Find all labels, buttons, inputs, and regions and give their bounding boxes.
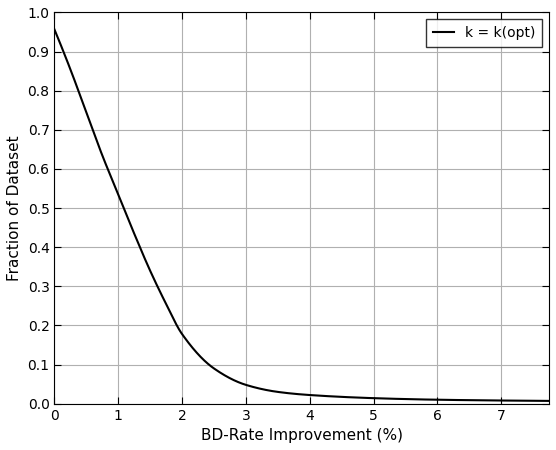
k = k(opt) xyxy=(440,397,447,403)
k = k(opt) xyxy=(76,91,83,97)
Y-axis label: Fraction of Dataset: Fraction of Dataset xyxy=(7,135,22,281)
Legend: k = k(opt): k = k(opt) xyxy=(426,19,542,47)
k = k(opt) xyxy=(279,390,285,395)
k = k(opt) xyxy=(546,398,553,404)
k = k(opt) xyxy=(531,398,538,404)
Line: k = k(opt): k = k(opt) xyxy=(54,29,549,401)
k = k(opt) xyxy=(51,27,58,32)
X-axis label: BD-Rate Improvement (%): BD-Rate Improvement (%) xyxy=(201,428,403,443)
k = k(opt) xyxy=(291,391,298,396)
k = k(opt) xyxy=(532,398,538,404)
